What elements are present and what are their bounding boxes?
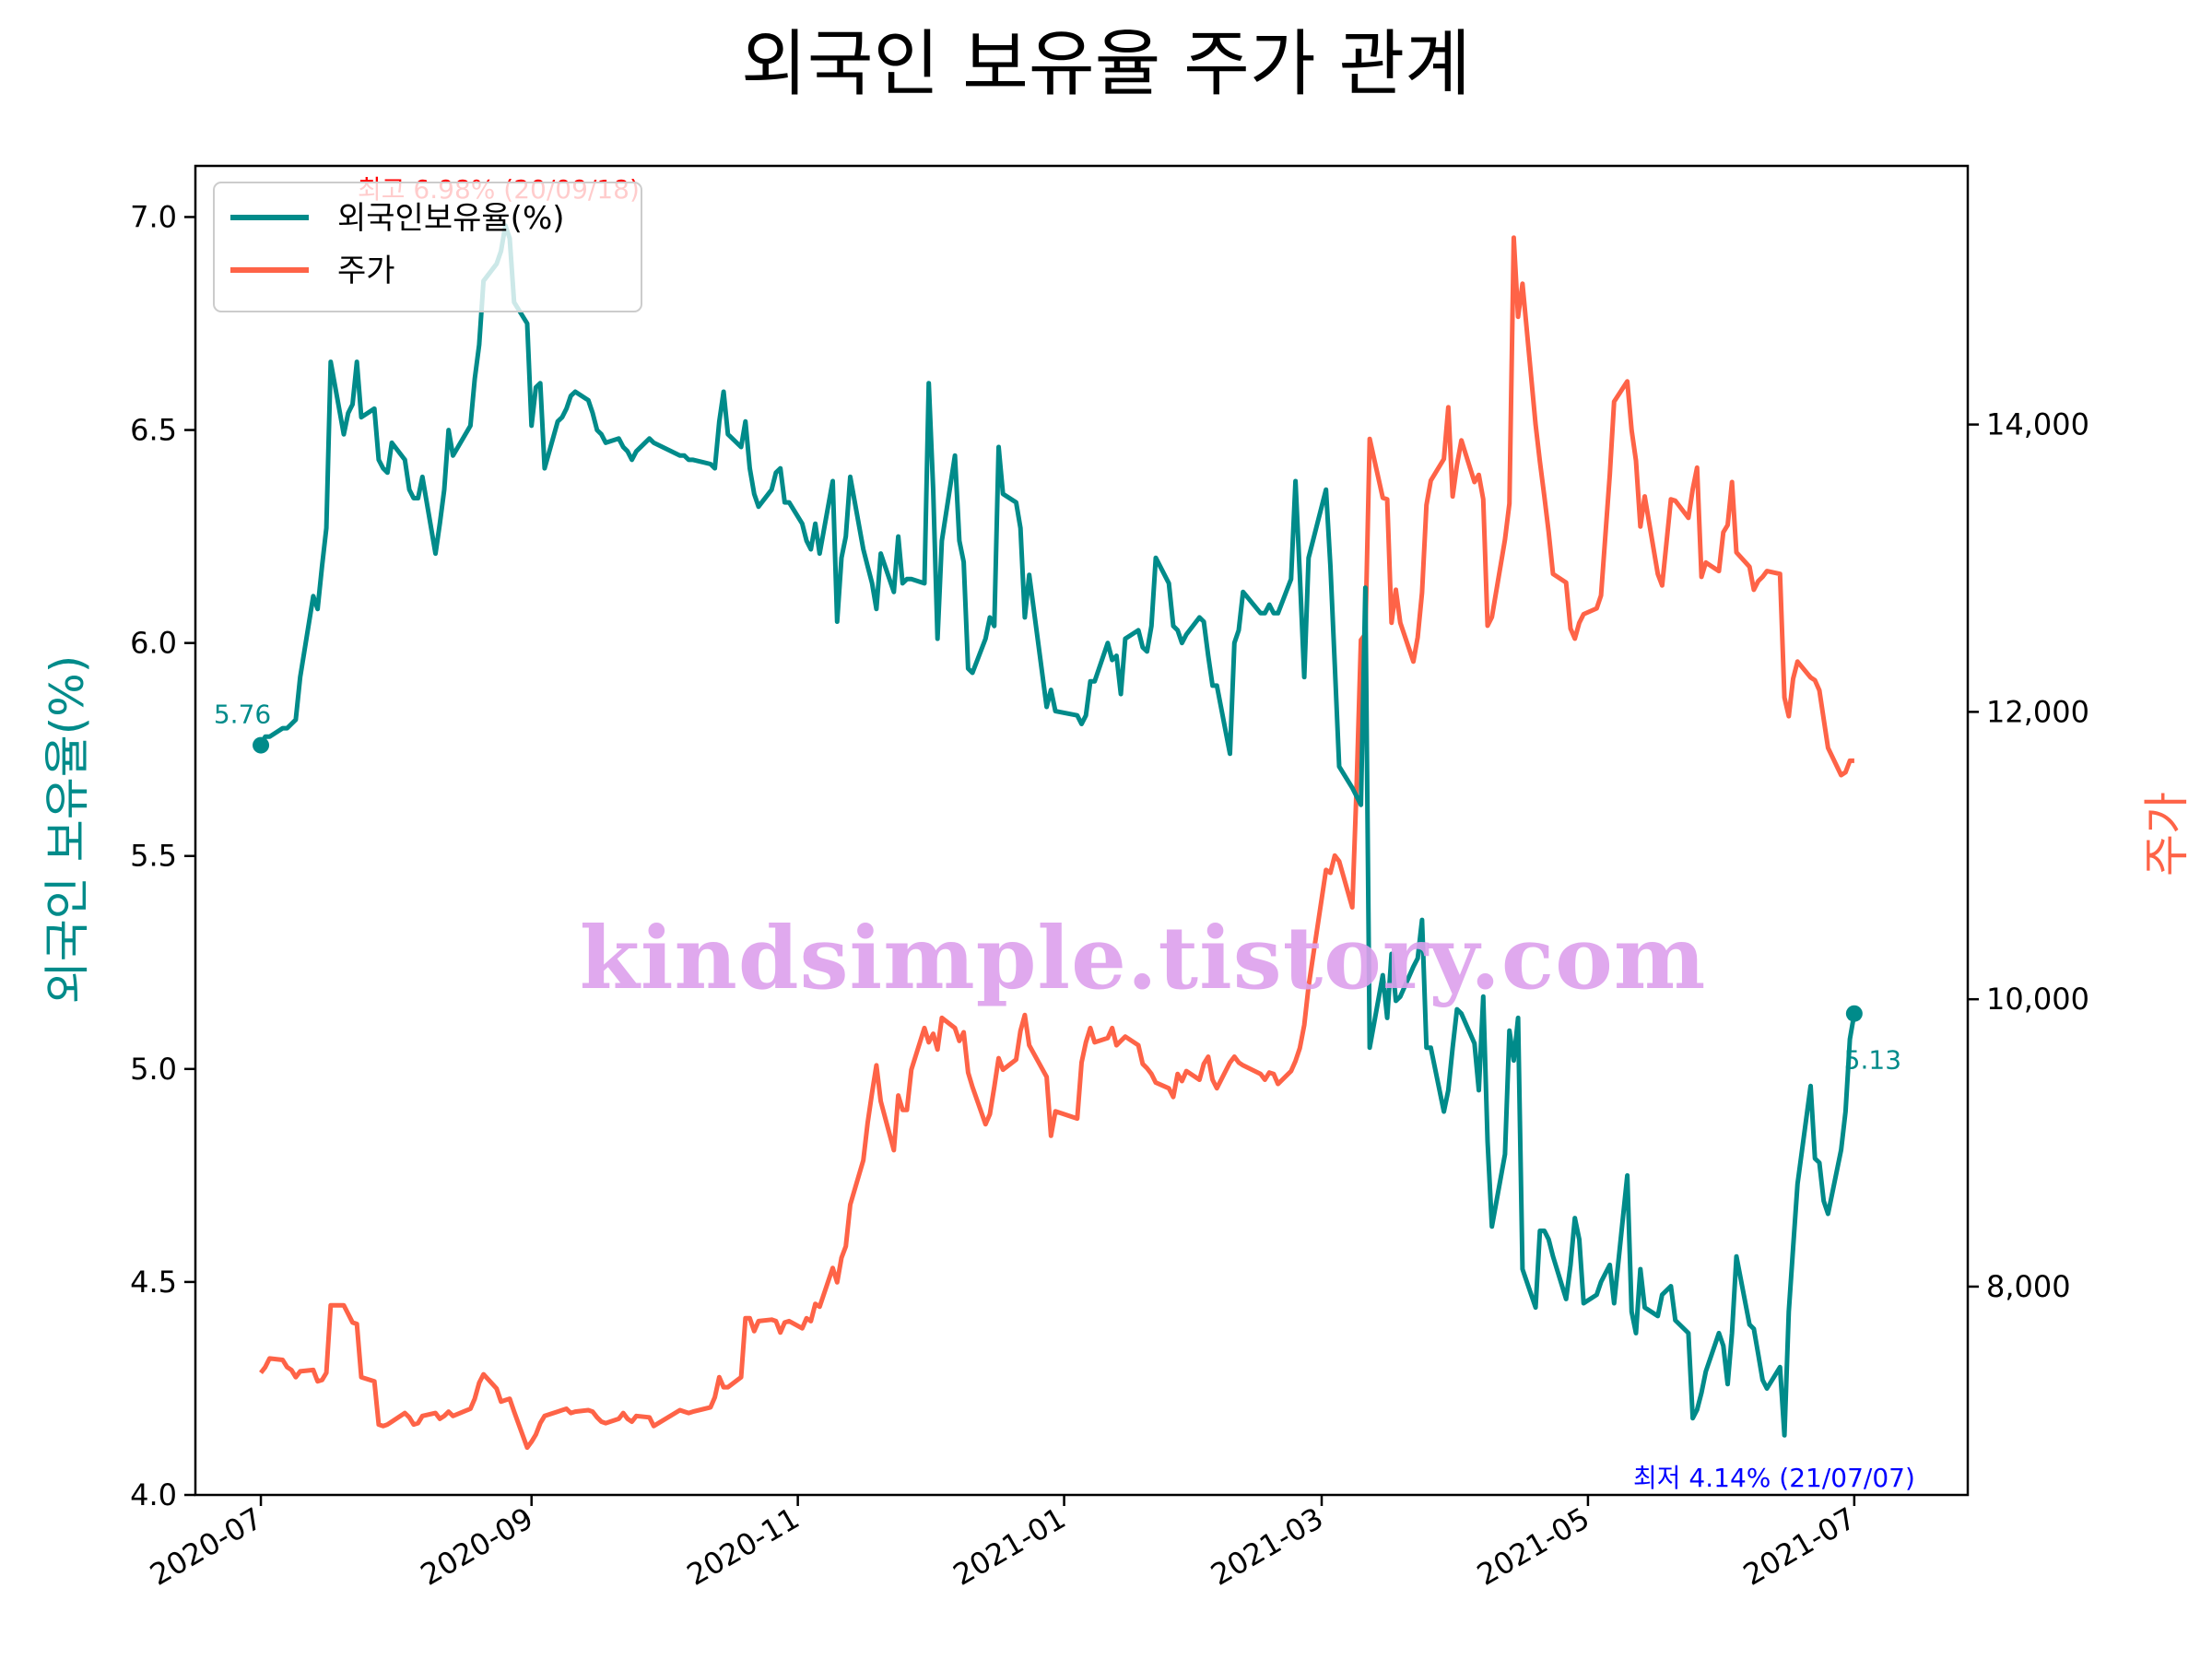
y-axis-right-label: 주가 [2140, 792, 2194, 877]
x-tick-label: 2021-07 [1737, 1500, 1862, 1593]
legend-box [213, 182, 642, 312]
y-right-tick-label: 10,000 [1986, 982, 2089, 1017]
holding-series-line [258, 223, 1857, 1438]
x-tick-label: 2020-11 [681, 1500, 806, 1593]
y-left-tick-label: 4.0 [130, 1477, 177, 1512]
legend-price-label: 주가 [337, 253, 395, 289]
price-line-layer [259, 235, 1854, 1451]
legend-holding-label: 외국인보유율(%) [337, 200, 565, 237]
end-value-label: 5.13 [1844, 1045, 1901, 1076]
price-series-line [259, 235, 1854, 1451]
watermark-layer: kindsimple.tistory.com [580, 908, 1707, 1009]
legend: 외국인보유율(%) 주가 [213, 182, 642, 312]
y-right-tick-label: 14,000 [1986, 407, 2089, 442]
min-annotation-label: 최저 4.14% (21/07/07) [1633, 1463, 1915, 1493]
x-tick-label: 2020-09 [415, 1500, 539, 1593]
y-right-tick-label: 8,000 [1986, 1269, 2071, 1304]
y-left-tick-label: 4.5 [130, 1265, 177, 1300]
chart-title: 외국인 보유율 주가 관계 [741, 23, 1471, 106]
y-left-tick-label: 6.5 [130, 413, 177, 448]
tick-layer: 2020-07 2020-09 2020-11 2021-01 2021-03 2021-… [130, 199, 2089, 1592]
y-axis-left-label: 외국인 보유율(%) [41, 655, 94, 1004]
end-point-marker [1845, 1005, 1863, 1022]
plot-border [194, 164, 1970, 1497]
start-value-label: 5.76 [214, 700, 271, 730]
watermark-text: kindsimple.tistory.com [580, 908, 1707, 1009]
y-left-tick-label: 7.0 [130, 199, 177, 234]
y-left-tick-label: 5.0 [130, 1052, 177, 1087]
y-right-tick-label: 12,000 [1986, 694, 2089, 729]
y-left-tick-label: 6.0 [130, 626, 177, 661]
x-tick-label: 2020-07 [144, 1500, 268, 1593]
plot-frame [194, 164, 1970, 1497]
start-point-marker [253, 736, 270, 754]
holding-line-layer [258, 223, 1857, 1438]
x-tick-label: 2021-05 [1471, 1500, 1595, 1593]
x-tick-label: 2021-03 [1205, 1500, 1329, 1593]
x-tick-label: 2021-01 [947, 1500, 1072, 1593]
y-left-tick-label: 5.5 [130, 839, 177, 874]
